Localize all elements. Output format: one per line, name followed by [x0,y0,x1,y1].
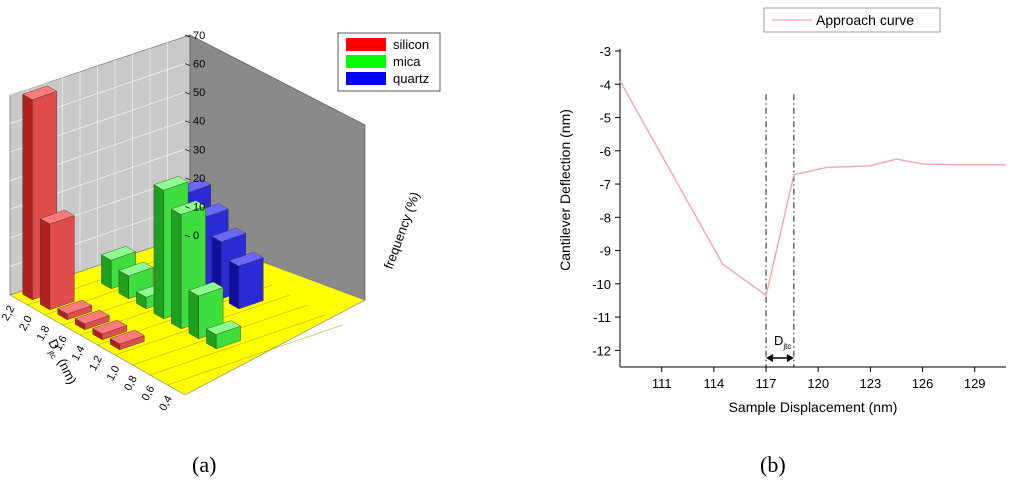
z-tick-label: 70 [193,30,205,42]
z-tick-label: 50 [193,87,205,99]
legend: Approach curve [763,7,941,33]
annotation-label: Djtc [774,333,791,351]
z-axis-label: frequency (%) [381,190,423,271]
floor-gridline [167,324,343,386]
chart-approach-curve: Approach curve -3 -4 -5 -6 -7 -8 -9 -10 -11 -12 1… [557,7,1006,415]
legend-label-approach-curve: Approach curve [816,12,914,28]
bars-3d [22,85,264,351]
y-tick-label: 1,4 [70,344,88,363]
caption-b: (b) [760,452,786,477]
x-axis-ticks: 111 114 117 120 123 126 129 [652,367,986,391]
bar-quartz-1,2 [228,251,264,310]
y-tick-label: 1,2 [87,354,105,373]
legend-label-quartz: quartz [393,71,429,86]
legend-label-silicon: silicon [393,37,429,52]
arrowhead-left [766,354,774,362]
bar-silicon-1,4 [92,319,128,341]
z-tick-label: 60 [193,59,205,71]
z-tick-label: 40 [193,116,205,128]
annotation-djtc: Djtc [766,333,794,362]
x-tick-label: 111 [652,376,672,391]
z-tick-label: 30 [193,144,205,156]
y-axis-label: Cantilever Deflection (nm) [557,109,573,271]
bar-mica-0,8 [205,320,242,350]
svg-text:Djtc(nm): Djtc(nm) [43,337,80,388]
y-tick-label: 2,0 [17,314,35,333]
y-tick-label: -11 [593,310,611,325]
x-tick-label: 114 [704,376,725,391]
floor-gridline [149,314,326,376]
y-tick-label: 2,2 [0,304,17,323]
y-tick-label: -8 [599,210,611,225]
y-tick-label: 0,6 [140,384,158,403]
bar-silicon-1,8 [57,299,93,321]
legend-swatch-silicon [346,38,386,51]
bar-silicon-1,2 [109,329,145,351]
bar-silicon-1,6 [74,309,110,331]
y-tick-label: -5 [599,111,611,126]
caption-a: (a) [192,452,217,477]
marker-lines [765,94,795,367]
y-tick-label: -9 [599,244,611,259]
y-tick-label: 1,0 [105,364,123,383]
x-tick-label: 117 [756,376,777,391]
bar-silicon-2,0 [39,209,75,311]
x-tick-label: 129 [964,376,986,391]
x-tick-label: 123 [860,376,882,391]
legend-swatch-quartz [346,72,386,85]
x-tick-label: 120 [807,376,829,391]
legend: silicon mica quartz [337,32,441,92]
x-axis-label: Sample Displacement (nm) [729,399,898,415]
y-tick-label: -12 [592,343,611,358]
y-axis-label-sub: jtc [46,348,58,360]
legend-label-mica: mica [393,54,421,69]
y-axis-ticks: -3 -4 -5 -6 -7 -8 -9 -10 -11 -12 [592,44,620,358]
x-tick-label: 126 [912,376,934,391]
y-tick-label: -7 [599,177,611,192]
arrowhead-right [786,354,794,362]
y-axis-label: Djtc(nm) [43,337,80,388]
legend-swatch-mica [346,55,386,68]
z-tick-label: 20 [193,173,205,185]
y-tick-label: -6 [599,144,611,159]
z-tick-label: 0 [193,230,199,242]
series-line-approach-curve [619,80,1006,297]
y-tick-label: 0,8 [122,374,140,393]
y-tick-label: -10 [592,277,611,292]
y-tick-label: -4 [599,77,611,92]
z-axis-ticks: 0 10 20 30 40 50 60 70 [184,30,205,242]
z-tick-label: 10 [193,201,205,213]
bar-mica-1,8 [118,261,154,300]
y-tick-label: -3 [599,44,611,59]
y-tick-label: 0,4 [157,394,175,413]
